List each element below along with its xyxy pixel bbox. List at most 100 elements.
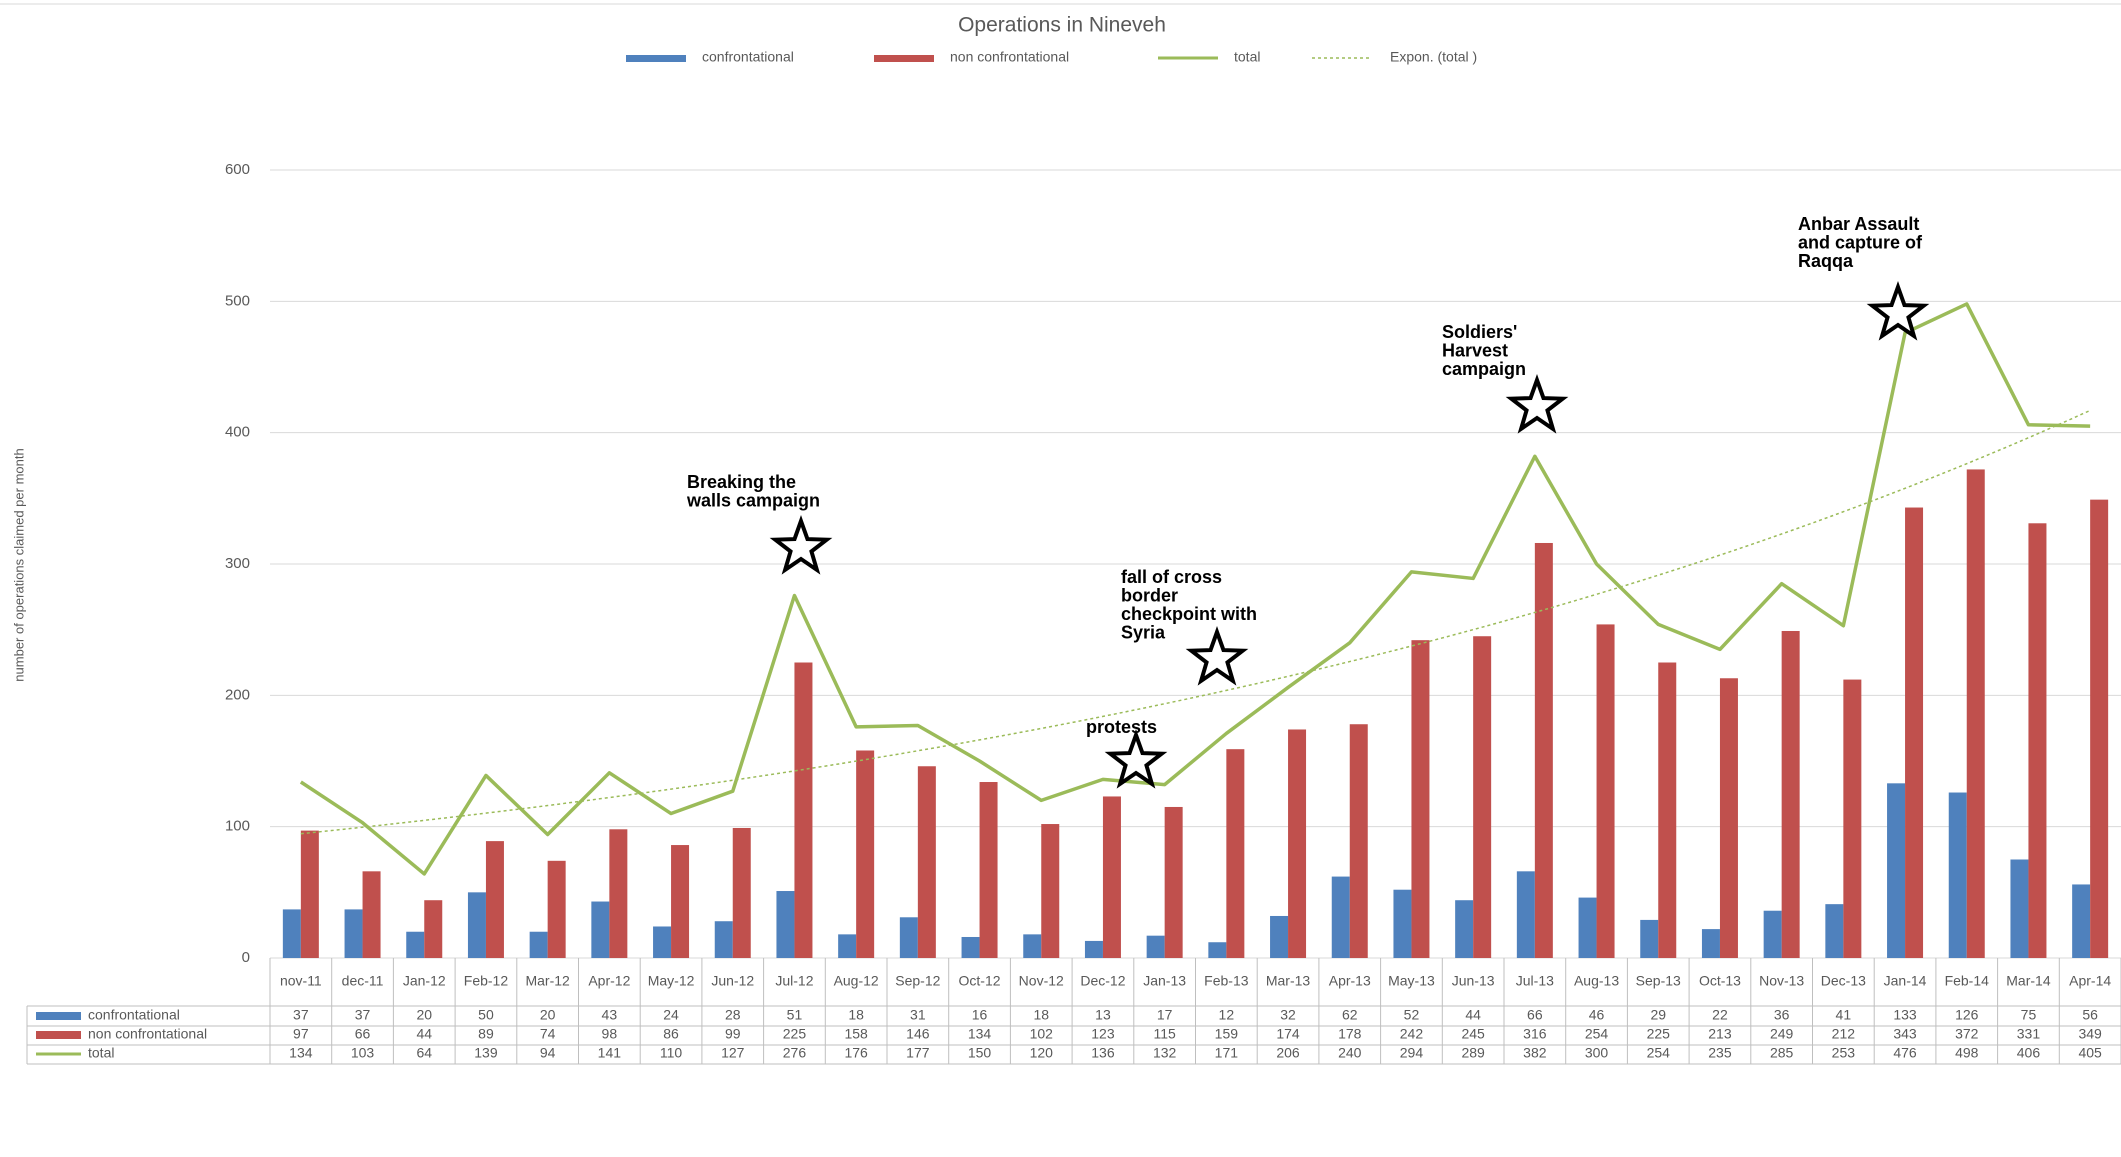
table-cell: 16 [972,1007,988,1023]
table-cell: 331 [2017,1026,2041,1042]
table-cell: 300 [1585,1045,1609,1061]
table-cell: 127 [721,1045,745,1061]
table-cell: 110 [660,1045,683,1061]
bar [856,750,875,958]
legend-swatch [874,55,934,62]
x-tick-label: Oct-13 [1699,973,1741,989]
table-cell: 276 [783,1045,807,1061]
annotation: border [1121,586,1178,606]
trendline [300,409,2091,835]
table-cell: 103 [351,1045,375,1061]
table-cell: 43 [602,1007,618,1023]
bar [1701,929,1720,958]
legend-label: total [1234,49,1260,65]
x-tick-label: Oct-12 [959,973,1001,989]
bar [609,829,628,958]
bar [838,934,857,958]
table-cell: 254 [1585,1026,1609,1042]
legend-label: confrontational [702,49,794,65]
bar [1331,876,1350,958]
bar [714,921,733,958]
table-cell: 12 [1219,1007,1235,1023]
bar [1843,679,1862,958]
table-cell: 174 [1276,1026,1300,1042]
y-tick-label: 500 [225,292,250,309]
table-cell: 476 [1893,1045,1917,1061]
bar [2028,523,2047,958]
annotation: fall of cross [1121,567,1222,587]
x-tick-label: Nov-13 [1759,973,1804,989]
bar [1393,889,1412,958]
bar [362,871,381,958]
bar [732,827,751,958]
x-tick-label: Mar-14 [2006,973,2051,989]
bar [961,936,980,958]
table-cell: 225 [1647,1026,1671,1042]
bar [2072,884,2091,958]
x-tick-label: Dec-13 [1821,973,1866,989]
x-tick-label: May-13 [1388,973,1435,989]
table-cell: 405 [2078,1045,2102,1061]
table-cell: 120 [1030,1045,1054,1061]
x-tick-label: Mar-12 [525,973,570,989]
annotation: checkpoint with [1121,604,1257,624]
table-cell: 150 [968,1045,992,1061]
x-tick-label: Jan-14 [1884,973,1927,989]
y-tick-label: 600 [225,161,250,178]
table-cell: 225 [783,1026,807,1042]
bar [776,891,795,958]
table-row-label: non confrontational [88,1026,207,1042]
bar [794,662,813,958]
table-cell: 36 [1774,1007,1790,1023]
x-tick-label: Feb-14 [1945,973,1990,989]
table-cell: 177 [906,1045,930,1061]
bar [1578,897,1597,958]
bar [467,892,486,958]
table-cell: 44 [1465,1007,1481,1023]
y-tick-label: 200 [225,686,250,703]
table-cell: 134 [968,1026,992,1042]
bar [1102,796,1121,958]
bar [1084,940,1103,958]
table-cell: 46 [1589,1007,1605,1023]
table-cell: 498 [1955,1045,1979,1061]
table-cell: 178 [1338,1026,1362,1042]
table-cell: 235 [1708,1045,1732,1061]
annotation: Raqqa [1798,251,1854,271]
table-cell: 66 [1527,1007,1543,1023]
bar [300,830,319,958]
bar [1041,824,1060,958]
annotation: Soldiers' [1442,322,1517,342]
y-tick-label: 400 [225,424,250,441]
annotation: walls campaign [686,491,820,511]
bar [547,860,566,958]
x-tick-label: Feb-12 [464,973,509,989]
star-icon [1185,626,1249,686]
table-cell: 18 [848,1007,864,1023]
bar [979,782,998,958]
annotation: Anbar Assault [1798,214,1919,234]
table-cell: 32 [1280,1007,1296,1023]
table-cell: 66 [355,1026,371,1042]
table-cell: 285 [1770,1045,1794,1061]
table-cell: 382 [1523,1045,1547,1061]
table-cell: 212 [1832,1026,1856,1042]
bar [1658,662,1677,958]
bar [1164,806,1183,958]
table-cell: 89 [478,1026,494,1042]
x-tick-label: Jul-12 [775,973,813,989]
bar [485,841,504,958]
x-tick-label: Dec-12 [1080,973,1125,989]
table-cell: 17 [1157,1007,1173,1023]
table-cell: 99 [725,1026,741,1042]
table-cell: 64 [416,1045,432,1061]
table-cell: 13 [1095,1007,1111,1023]
table-cell: 97 [293,1026,309,1042]
table-cell: 37 [355,1007,371,1023]
bar [1349,724,1368,958]
bar [1763,910,1782,958]
bar [1534,542,1553,958]
legend-label: Expon. (total ) [1390,49,1477,65]
bar [1516,871,1535,958]
